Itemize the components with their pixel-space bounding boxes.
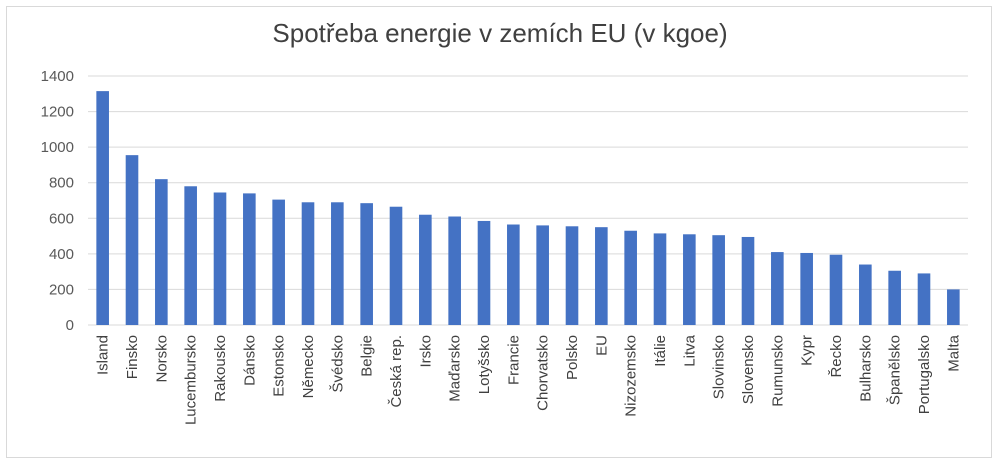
bar <box>448 216 461 325</box>
x-category-label: Finsko <box>124 335 141 379</box>
x-category-label: Řecko <box>828 335 845 378</box>
x-category-label: Estonsko <box>271 335 288 397</box>
x-category-label: Chorvatsko <box>535 335 552 411</box>
x-category-label: Česká rep. <box>388 335 405 408</box>
x-category-label: Dánsko <box>241 335 258 386</box>
bar <box>243 193 256 325</box>
bar <box>125 155 139 325</box>
x-category-label: Slovinsko <box>711 335 728 399</box>
x-category-label: Polsko <box>564 335 581 380</box>
bar <box>360 203 373 325</box>
x-category-label: Belgie <box>359 335 376 377</box>
bar <box>477 220 491 325</box>
y-tick-label: 400 <box>49 246 74 263</box>
y-tick-label: 1400 <box>41 68 74 85</box>
x-category-label: Island <box>95 335 112 375</box>
y-tick-label: 1200 <box>41 104 74 121</box>
bar <box>947 289 960 325</box>
x-category-label: Litva <box>681 334 698 366</box>
x-category-label: Lotyšsko <box>476 335 493 394</box>
bar <box>389 206 403 325</box>
bar <box>536 225 549 325</box>
y-tick-label: 200 <box>49 281 74 298</box>
x-category-label: Lucembursko <box>183 335 200 425</box>
x-category-label: Francie <box>505 335 522 385</box>
y-tick-label: 1000 <box>41 139 74 156</box>
x-category-label: Norsko <box>153 335 170 383</box>
bar <box>96 91 109 325</box>
x-category-label: Itálie <box>652 335 669 367</box>
x-category-label: Švédsko <box>329 335 346 393</box>
x-category-label: Irsko <box>417 335 434 368</box>
chart-frame <box>6 6 992 458</box>
bar <box>213 192 227 325</box>
x-category-label: Rakousko <box>212 335 229 402</box>
x-category-label: Malta <box>945 334 962 371</box>
bar <box>419 214 432 325</box>
bar <box>712 235 725 325</box>
x-category-label: Maďarsko <box>447 335 464 402</box>
bar <box>331 202 344 325</box>
bar <box>507 224 520 325</box>
bar <box>859 264 872 325</box>
bar <box>565 226 579 325</box>
bar <box>653 233 667 325</box>
chart-title: Spotřeba energie v zemích EU (v kgoe) <box>272 18 728 48</box>
x-category-label: Rumunsko <box>769 335 786 407</box>
x-category-label: Španělsko <box>887 335 904 405</box>
bar <box>917 273 931 325</box>
y-tick-label: 0 <box>66 317 74 334</box>
bar <box>184 186 197 325</box>
y-tick-label: 600 <box>49 210 74 227</box>
x-category-label: Slovensko <box>740 335 757 404</box>
bar <box>155 179 168 325</box>
bar <box>683 234 696 325</box>
x-category-label: Německo <box>300 335 317 398</box>
bar <box>595 227 608 325</box>
x-category-label: Portugalsko <box>916 335 933 414</box>
y-tick-label: 800 <box>49 175 74 192</box>
bar <box>741 236 755 325</box>
x-category-label: Nizozemsko <box>623 335 640 417</box>
bar <box>771 252 784 325</box>
x-category-label: EU <box>593 335 610 356</box>
bar <box>829 254 843 325</box>
bar <box>888 270 901 325</box>
bar <box>624 230 637 325</box>
bar <box>272 199 285 325</box>
x-category-label: Kypr <box>799 335 816 366</box>
bar <box>800 252 813 325</box>
x-category-label: Bulharsko <box>857 335 874 402</box>
bar <box>301 202 315 325</box>
